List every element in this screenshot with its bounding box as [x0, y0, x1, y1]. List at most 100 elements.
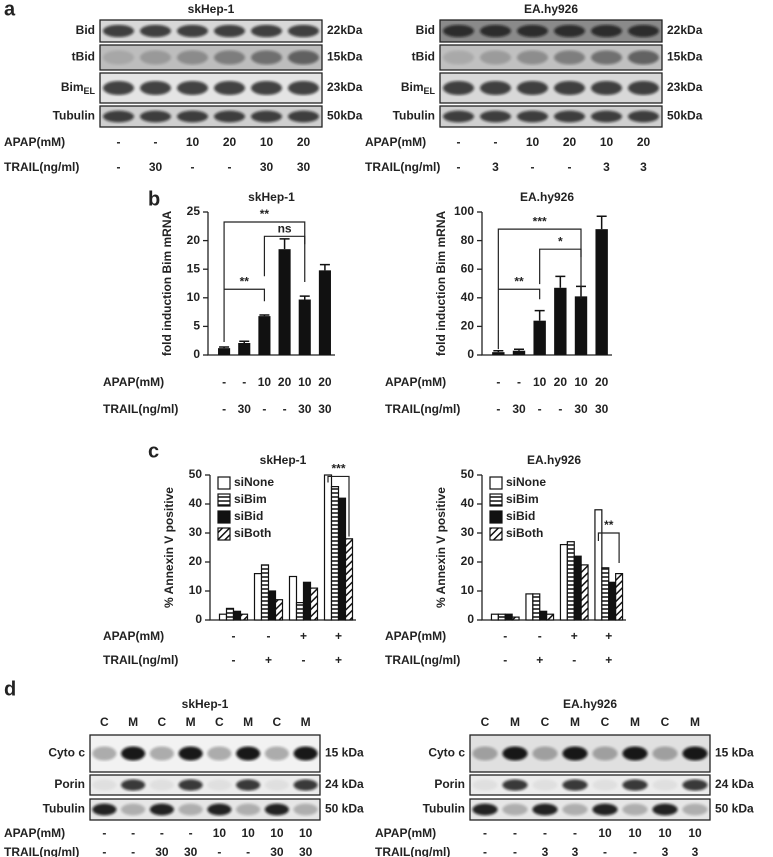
band	[250, 81, 283, 95]
treatment-value: 30	[149, 160, 163, 174]
panel-label: b	[148, 188, 160, 210]
treatment-label: TRAIL(ng/ml)	[4, 160, 79, 174]
y-tick-label: 100	[454, 204, 474, 218]
band	[592, 803, 618, 816]
bar	[323, 474, 333, 621]
treatment-value: 30	[270, 845, 284, 857]
treatment-value: 10	[298, 375, 312, 389]
band	[502, 746, 528, 761]
y-axis-label: fold induction Bim mRNA	[160, 211, 174, 357]
bar	[580, 564, 589, 621]
bar	[218, 613, 228, 621]
y-tick-label: 20	[189, 554, 203, 568]
legend-label: siBoth	[506, 526, 543, 540]
treatment-value: 10	[688, 826, 702, 840]
bar	[615, 572, 624, 621]
band	[622, 746, 648, 761]
band	[92, 779, 117, 791]
row-label-text: Bim	[401, 80, 424, 94]
size-label: 50 kDa	[325, 802, 364, 816]
treatment-value: 20	[554, 375, 568, 389]
treatment-value: 20	[223, 135, 237, 149]
treatment-value: -	[538, 629, 542, 643]
treatment-value: -	[102, 826, 106, 840]
band	[250, 24, 283, 38]
treatment-value: -	[302, 653, 306, 667]
y-tick-label: 0	[467, 612, 474, 626]
treatment-value: -	[543, 826, 547, 840]
treatment-value: 20	[318, 375, 332, 389]
treatment-value: +	[300, 629, 307, 643]
bar	[309, 587, 319, 621]
band	[590, 24, 623, 38]
treatment-value: 3	[603, 160, 610, 174]
lane-label: C	[481, 715, 490, 729]
bar	[504, 613, 513, 621]
band	[213, 24, 246, 38]
treatment-value: 3	[492, 160, 499, 174]
bar	[512, 350, 526, 355]
band	[627, 50, 660, 65]
treatment-label: TRAIL(ng/ml)	[4, 845, 79, 857]
treatment-value: -	[496, 402, 500, 416]
band	[652, 779, 678, 791]
blot-frame	[469, 798, 711, 821]
significance-bracket	[498, 288, 541, 300]
band	[176, 110, 209, 123]
legend-label: siBim	[234, 492, 267, 506]
y-tick-label: 60	[461, 261, 475, 275]
lane-label: C	[100, 715, 109, 729]
band	[590, 81, 623, 95]
treatment-value: -	[191, 160, 195, 174]
treatment-value: -	[131, 845, 135, 857]
treatment-value: +	[335, 629, 342, 643]
band	[592, 746, 618, 761]
error-bar	[319, 263, 330, 271]
treatment-label: APAP(mM)	[385, 629, 446, 643]
band	[213, 110, 246, 123]
treatment-value: -	[102, 845, 106, 857]
legend-label: siNone	[506, 475, 546, 489]
treatment-value: -	[283, 402, 287, 416]
row-label: Porin	[434, 777, 465, 791]
row-label: Porin	[54, 777, 85, 791]
panel-label: c	[148, 440, 159, 462]
error-bar	[239, 340, 250, 343]
band	[178, 746, 203, 761]
y-tick-label: 10	[187, 290, 201, 304]
band	[293, 746, 318, 761]
row-label: Tubulin	[393, 109, 435, 123]
band	[176, 24, 209, 38]
band	[627, 24, 660, 38]
band	[562, 779, 588, 791]
treatment-value: 20	[297, 135, 311, 149]
y-tick-label: 30	[189, 525, 203, 539]
row-label-sub: EL	[423, 86, 435, 96]
row-label: tBid	[72, 50, 95, 64]
treatment-label: APAP(mM)	[4, 826, 65, 840]
row-label: BimEL	[401, 80, 436, 96]
row-label-text: Bid	[76, 23, 95, 37]
treatment-value: -	[228, 160, 232, 174]
treatment-value: -	[503, 653, 507, 667]
band	[472, 803, 498, 816]
band	[102, 24, 135, 38]
significance-label: ***	[533, 214, 547, 228]
row-label-text: Cyto c	[48, 746, 85, 760]
treatment-value: -	[513, 845, 517, 857]
row-label-text: tBid	[72, 50, 95, 64]
band	[682, 779, 708, 791]
treatment-value: -	[242, 375, 246, 389]
treatment-value: -	[517, 375, 521, 389]
treatment-value: 30	[595, 402, 609, 416]
treatment-label: APAP(mM)	[4, 135, 65, 149]
band	[553, 110, 586, 123]
error-bar	[514, 348, 524, 351]
size-label: 15 kDa	[325, 746, 364, 760]
legend-swatch	[217, 476, 231, 490]
size-label: 15kDa	[667, 50, 703, 64]
bar	[260, 564, 270, 621]
y-axis-label: % Annexin V positive	[434, 487, 448, 608]
bar	[554, 287, 567, 355]
